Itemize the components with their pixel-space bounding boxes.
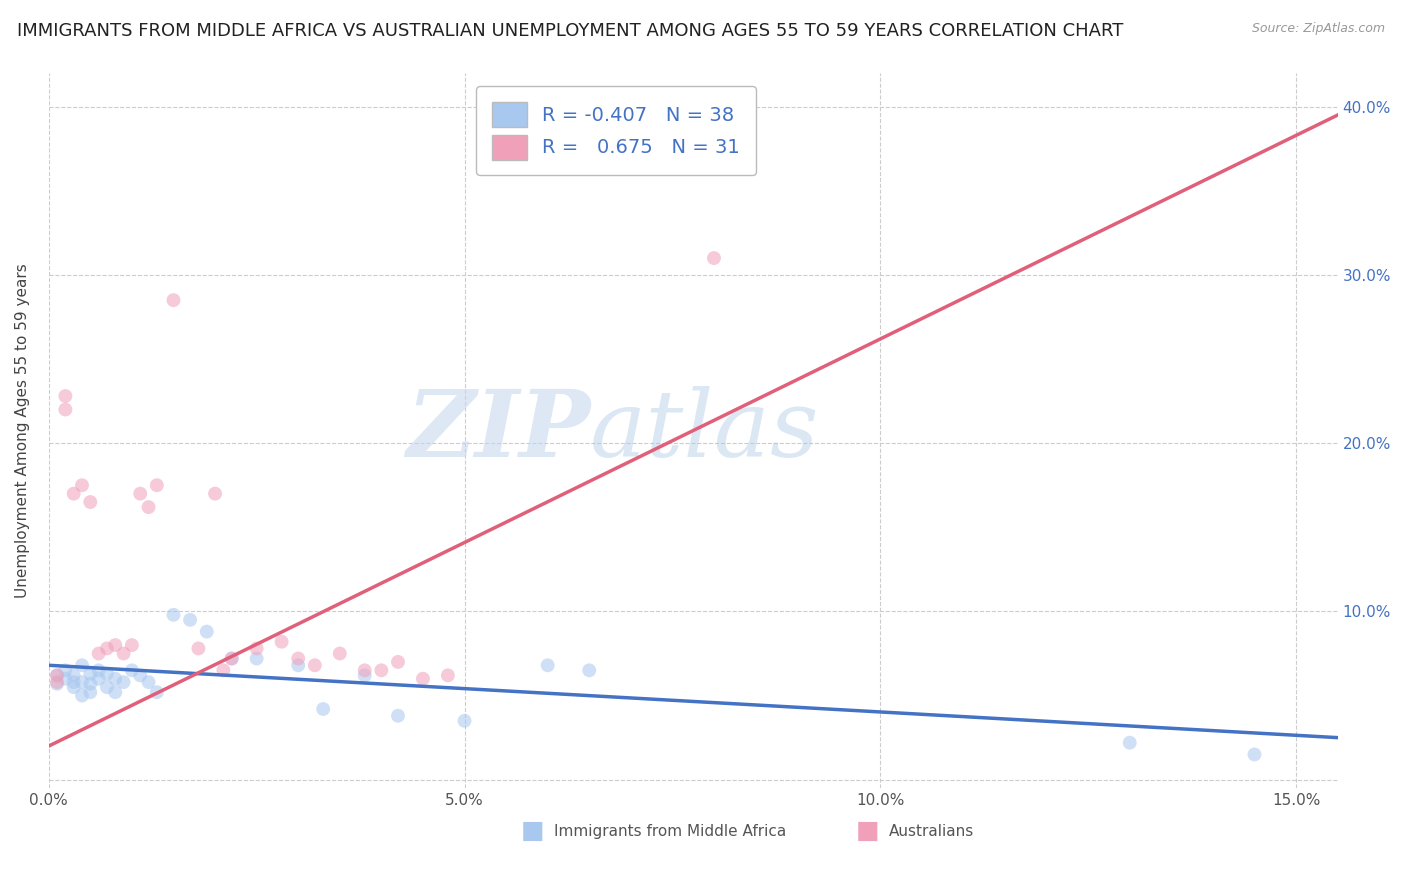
Point	[87, 663, 110, 677]
Point	[187, 641, 209, 656]
Point	[146, 478, 169, 492]
Text: Source: ZipAtlas.com: Source: ZipAtlas.com	[1251, 22, 1385, 36]
Point	[129, 486, 152, 500]
Point	[96, 641, 118, 656]
Point	[162, 293, 184, 307]
Point	[246, 651, 269, 665]
Point	[112, 647, 135, 661]
Point	[387, 708, 409, 723]
Point	[138, 675, 160, 690]
Point	[70, 658, 93, 673]
Point	[703, 251, 725, 265]
Point	[312, 702, 335, 716]
Point	[204, 486, 226, 500]
Point	[537, 658, 560, 673]
Legend: R = -0.407   N = 38, R =   0.675   N = 31: R = -0.407 N = 38, R = 0.675 N = 31	[477, 87, 755, 175]
Point	[353, 668, 375, 682]
Point	[129, 668, 152, 682]
Text: ■: ■	[855, 819, 879, 843]
Point	[62, 668, 84, 682]
Point	[46, 668, 69, 682]
Text: ■: ■	[520, 819, 544, 843]
Point	[62, 680, 84, 694]
Text: ZIP: ZIP	[406, 385, 591, 475]
Point	[1243, 747, 1265, 762]
Point	[46, 677, 69, 691]
Point	[146, 685, 169, 699]
Point	[55, 663, 77, 677]
Point	[270, 634, 292, 648]
Text: IMMIGRANTS FROM MIDDLE AFRICA VS AUSTRALIAN UNEMPLOYMENT AMONG AGES 55 TO 59 YEA: IMMIGRANTS FROM MIDDLE AFRICA VS AUSTRAL…	[17, 22, 1123, 40]
Point	[437, 668, 460, 682]
Text: Australians: Australians	[889, 823, 974, 838]
Point	[287, 651, 309, 665]
Y-axis label: Unemployment Among Ages 55 to 59 years: Unemployment Among Ages 55 to 59 years	[15, 263, 30, 598]
Point	[79, 666, 101, 681]
Point	[370, 663, 392, 677]
Point	[96, 666, 118, 681]
Point	[55, 389, 77, 403]
Point	[195, 624, 218, 639]
Point	[221, 651, 243, 665]
Point	[304, 658, 326, 673]
Point	[121, 638, 143, 652]
Point	[104, 638, 127, 652]
Point	[70, 675, 93, 690]
Point	[96, 680, 118, 694]
Point	[179, 613, 201, 627]
Point	[246, 641, 269, 656]
Point	[55, 672, 77, 686]
Point	[62, 486, 84, 500]
Point	[578, 663, 600, 677]
Point	[353, 663, 375, 677]
Point	[55, 402, 77, 417]
Point	[121, 663, 143, 677]
Point	[87, 672, 110, 686]
Point	[70, 689, 93, 703]
Point	[329, 647, 352, 661]
Point	[62, 675, 84, 690]
Point	[1119, 736, 1142, 750]
Point	[70, 478, 93, 492]
Point	[138, 500, 160, 515]
Point	[79, 495, 101, 509]
Point	[221, 651, 243, 665]
Point	[104, 672, 127, 686]
Point	[453, 714, 475, 728]
Point	[79, 677, 101, 691]
Point	[287, 658, 309, 673]
Point	[412, 672, 434, 686]
Point	[212, 663, 235, 677]
Text: Immigrants from Middle Africa: Immigrants from Middle Africa	[554, 823, 786, 838]
Point	[387, 655, 409, 669]
Point	[46, 668, 69, 682]
Point	[162, 607, 184, 622]
Point	[46, 675, 69, 690]
Point	[79, 685, 101, 699]
Point	[104, 685, 127, 699]
Point	[112, 675, 135, 690]
Text: atlas: atlas	[591, 385, 820, 475]
Point	[87, 647, 110, 661]
